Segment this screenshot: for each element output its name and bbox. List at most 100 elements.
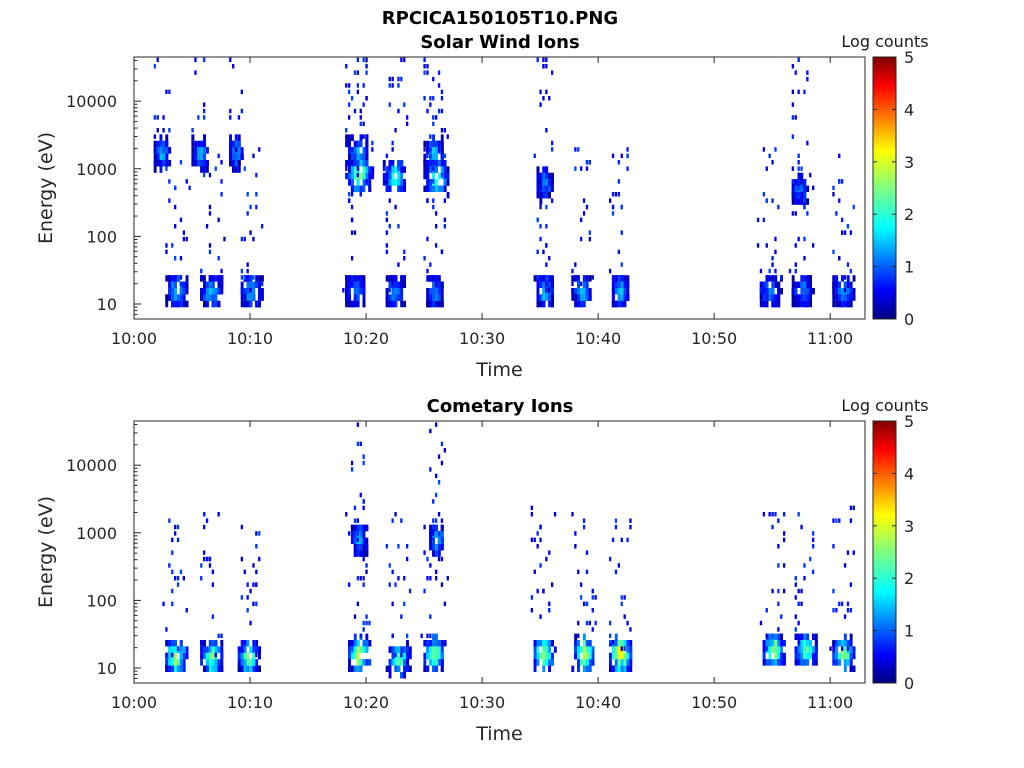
- heatmap-cell: [771, 275, 775, 282]
- heatmap-cell: [211, 652, 215, 660]
- heatmap-cell: [246, 595, 249, 600]
- heatmap-cell: [359, 275, 363, 282]
- heatmap-cell: [771, 640, 775, 647]
- heatmap-cell: [443, 185, 447, 192]
- heatmap-cell: [359, 492, 362, 498]
- heatmap-cell: [614, 652, 618, 660]
- heatmap-cell: [432, 76, 435, 82]
- heatmap-cell: [397, 172, 401, 180]
- heatmap-cell: [362, 550, 366, 557]
- heatmap-cell: [814, 652, 818, 660]
- heatmap-cell: [536, 659, 540, 666]
- heatmap-cell: [217, 217, 220, 223]
- heatmap-cell: [803, 179, 807, 186]
- heatmap-cell: [614, 192, 618, 197]
- heatmap-cell: [397, 108, 400, 114]
- heatmap-cell: [356, 524, 360, 532]
- heatmap-cell: [179, 217, 183, 223]
- heatmap-cell: [765, 275, 769, 282]
- heatmap-cell: [240, 556, 244, 562]
- heatmap-cell: [794, 70, 797, 75]
- heatmap-cell: [539, 236, 542, 242]
- heatmap-cell: [545, 204, 548, 210]
- heatmap-cell: [203, 115, 206, 120]
- heatmap-cell: [205, 160, 209, 167]
- heatmap-cell: [356, 652, 360, 660]
- heatmap-cell: [432, 646, 435, 653]
- heatmap-cell: [365, 550, 369, 557]
- heatmap-cell: [841, 652, 844, 660]
- heatmap-cell: [539, 640, 543, 647]
- heatmap-cell: [838, 281, 841, 288]
- heatmap-cell: [551, 294, 554, 301]
- heatmap-cell: [774, 646, 778, 653]
- heatmap-cell: [249, 288, 252, 293]
- heatmap-cell: [765, 166, 768, 171]
- heatmap-cell: [614, 281, 618, 288]
- heatmap-cell: [406, 115, 409, 120]
- heatmap-cell: [362, 537, 366, 544]
- heatmap-cell: [426, 236, 429, 242]
- heatmap-cell: [194, 57, 197, 63]
- heatmap-cell: [841, 646, 844, 651]
- heatmap-cell: [356, 659, 360, 666]
- heatmap-cell: [806, 211, 809, 216]
- heatmap-cell: [580, 288, 583, 295]
- heatmap-cell: [797, 89, 800, 95]
- heatmap-cell: [809, 294, 812, 301]
- heatmap-cell: [168, 89, 171, 95]
- heatmap-cell: [391, 172, 395, 180]
- heatmap-cell: [362, 147, 366, 154]
- heatmap-cell: [429, 179, 433, 186]
- heatmap-cell: [255, 569, 258, 575]
- heatmap-cell: [203, 665, 206, 672]
- heatmap-cell: [348, 531, 351, 536]
- heatmap-cell: [356, 576, 360, 581]
- heatmap-cell: [391, 633, 394, 639]
- heatmap-cell: [403, 185, 406, 192]
- heatmap-cell: [252, 236, 255, 242]
- heatmap-cell: [812, 288, 815, 295]
- heatmap-cell: [551, 70, 554, 75]
- heatmap-cell: [345, 83, 348, 88]
- heatmap-cell: [771, 288, 775, 295]
- heatmap-cell: [203, 134, 206, 141]
- heatmap-cell: [443, 448, 447, 453]
- heatmap-cell: [252, 153, 255, 159]
- heatmap-cell: [609, 198, 612, 203]
- heatmap-cell: [229, 153, 232, 160]
- heatmap-cell: [582, 294, 586, 301]
- heatmap-cell: [794, 192, 798, 199]
- heatmap-cell: [788, 268, 792, 274]
- heatmap-cell: [356, 57, 360, 63]
- heatmap-cell: [426, 108, 429, 114]
- heatmap-cell: [205, 665, 209, 672]
- heatmap-cell: [629, 665, 633, 672]
- heatmap-cell: [620, 646, 623, 651]
- heatmap-cell: [545, 57, 548, 63]
- heatmap-cell: [620, 652, 624, 660]
- heatmap-cell: [626, 288, 630, 295]
- heatmap-cell: [548, 300, 551, 308]
- heatmap-cell: [791, 300, 795, 308]
- heatmap-cell: [536, 652, 540, 660]
- heatmap-cell: [426, 64, 429, 69]
- heatmap-cell: [791, 115, 795, 120]
- heatmap-cell: [832, 249, 835, 255]
- heatmap-cell: [626, 294, 630, 301]
- heatmap-cell: [588, 646, 592, 653]
- heatmap-cell: [397, 76, 400, 82]
- heatmap-cell: [356, 140, 360, 148]
- heatmap-cell: [548, 179, 551, 186]
- heatmap-cell: [582, 640, 586, 647]
- colorbar-tick-label: 0: [904, 674, 914, 693]
- heatmap-cell: [435, 147, 438, 154]
- heatmap-cell: [536, 185, 540, 192]
- heatmap-cell: [255, 192, 258, 197]
- heatmap-cell: [838, 659, 841, 666]
- heatmap-cell: [168, 652, 172, 660]
- heatmap-cell: [580, 166, 583, 171]
- heatmap-cell: [359, 121, 362, 127]
- heatmap-cell: [171, 601, 174, 607]
- heatmap-cell: [214, 646, 218, 653]
